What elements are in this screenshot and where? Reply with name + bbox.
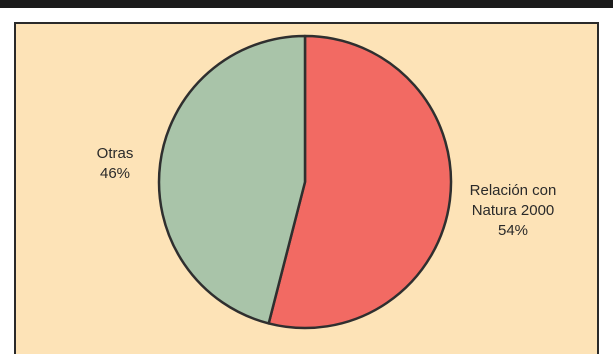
pie-slice-otras [157, 34, 307, 325]
slice-name-natura-line1: Relación con [469, 182, 557, 199]
slice-name-natura-line2: Natura 2000 [471, 202, 555, 219]
top-rule [0, 0, 613, 8]
slice-value-natura-2000: 54% [497, 222, 529, 239]
pie-slice-relaci-n-con-natura-2000 [267, 34, 453, 330]
pie-slices [157, 34, 453, 330]
slice-value-otras: 46% [99, 165, 131, 182]
slice-label-otras: Otras 46% [89, 144, 141, 184]
slice-name-otras: Otras [96, 145, 134, 162]
slice-label-natura-2000: Relación con Natura 2000 54% [462, 181, 564, 241]
